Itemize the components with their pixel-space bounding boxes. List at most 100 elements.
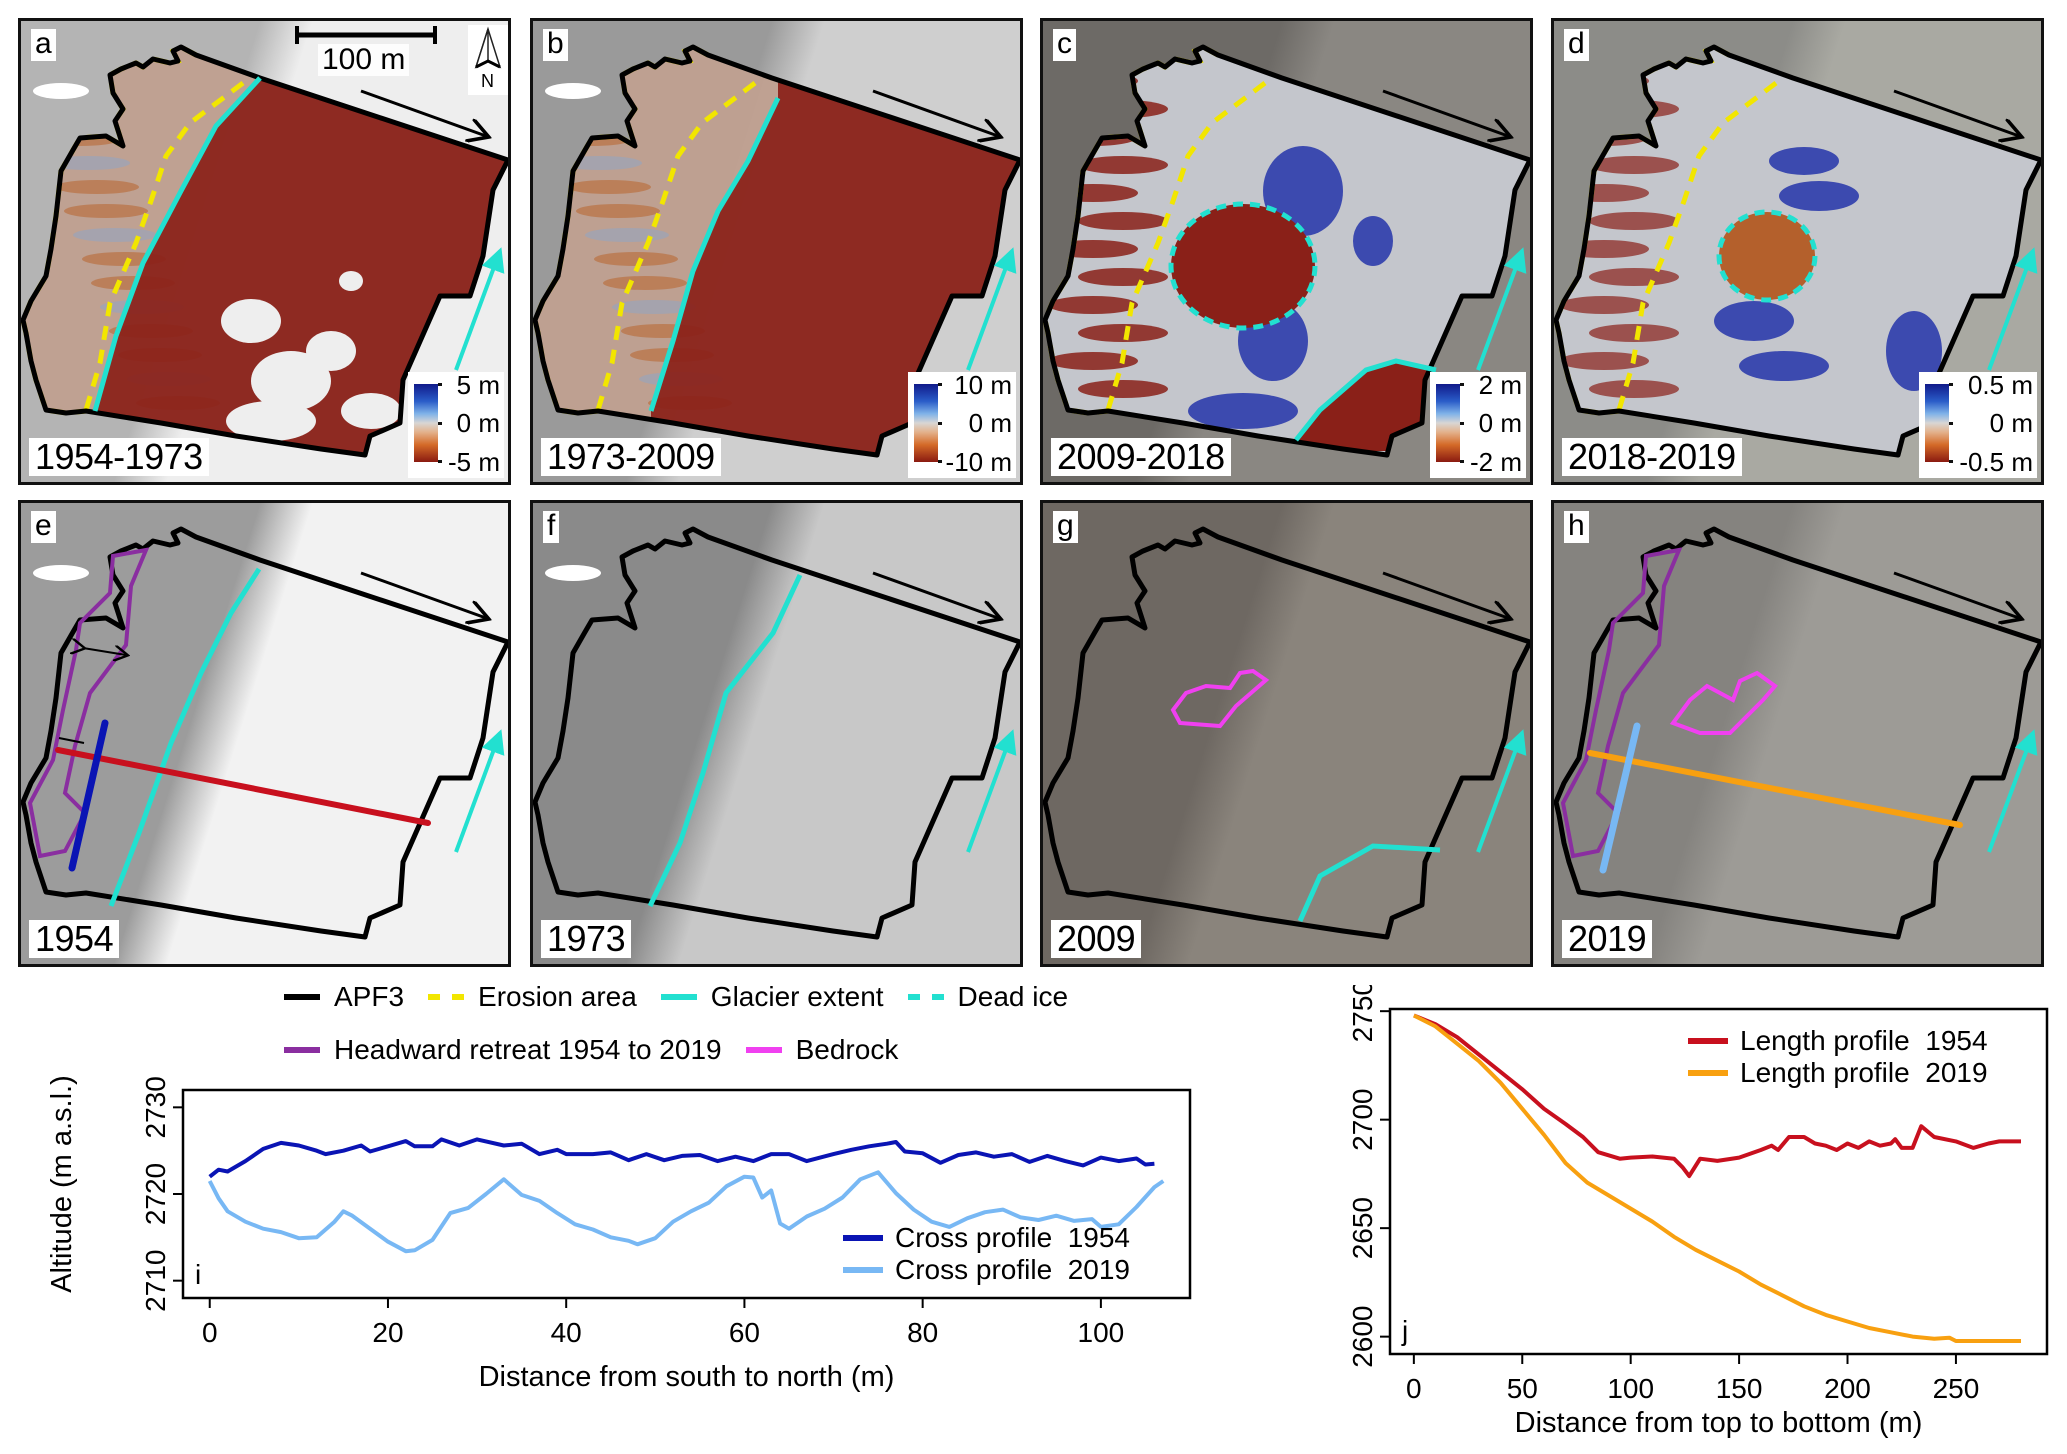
colorbar-max-label: 5 m [456,370,500,400]
glacier-extent-line [648,96,781,412]
legend-label: Glacier extent [710,981,884,1012]
flow-direction-arrow-icon [872,89,998,136]
dod-stripe [585,228,669,242]
dod-stripe [567,180,651,194]
panel-label: e [31,511,56,543]
map-panel-f: f 1973 [530,500,1023,967]
dod-loss-stripe [1078,268,1168,286]
apf3-outline [533,526,1020,940]
legend-label: Erosion area [478,981,637,1012]
colorbar-min-label: -2 m [1470,447,1522,477]
no-data-patch [221,299,281,343]
map-panel-g: g 2009 [1040,500,1533,967]
dod-loss-stripe [1589,212,1679,230]
length-profile-line [55,747,431,826]
y-tick-label: 2720 [140,1163,171,1225]
map-panel-c: c 2009-2018 2 m 0 m -2 m [1040,18,1533,485]
dod-loss-stripe [1589,324,1679,342]
dod-gain-patch [1263,146,1343,236]
legend-swatch [428,994,465,1000]
x-tick-label: 50 [1507,1373,1538,1404]
series-line-2 [207,1170,1165,1254]
plot-frame [1388,1007,2049,1356]
map-image [533,503,1020,964]
colorbar: 10 m 0 m -10 m [908,372,1016,478]
period-label: 1954 [29,920,120,958]
colorbar-tick [438,383,442,386]
x-tick-label: 20 [372,1317,403,1348]
legend-label: Bedrock [795,1034,899,1065]
y-tick-label: 2700 [1347,1089,1378,1151]
panel-label: f [543,511,560,543]
y-tick-label: 2710 [140,1250,171,1312]
erosion-area-inner-boundary [1616,81,1778,411]
y-tick-label: 2750 [1347,985,1378,1042]
colorbar-max-label: 10 m [954,370,1012,400]
legend-swatch [284,994,320,1000]
period-label: 2018-2019 [1562,438,1742,476]
snow-patch [33,565,89,581]
flow-direction-arrow-icon [872,571,998,618]
colorbar-tick [1460,422,1464,425]
dod-gain-patch [1353,216,1393,266]
y-axis-label: Altitude (m a.s.l.) [46,1075,78,1293]
colorbar: 0.5 m 0 m -0.5 m [1919,372,2037,478]
series-line-1 [1413,1013,2021,1179]
dead-ice-loss-fill [1719,212,1815,300]
colorbar-mid-label: 0 m [456,408,500,438]
series-line-2 [1412,1013,2021,1343]
glacier-extent-line [1294,358,1437,442]
colorbar-mid-label: 0 m [1989,408,2033,438]
glacier-extent-line [1297,843,1441,923]
legend-item: APF3 [284,982,404,1012]
erosion-area-inner-boundary [1105,81,1267,411]
x-tick-label: 250 [1933,1373,1980,1404]
dod-stripe [612,300,696,314]
glacier-flow-arrow-icon [966,247,1017,371]
dem-difference-overlay [1556,47,2041,455]
apf3-outline [1043,526,1530,940]
x-tick-label: 60 [729,1317,760,1348]
panel-label: c [1053,29,1076,61]
snow-patch [545,83,601,99]
dod-stripe [594,252,678,266]
scale-bar [295,26,437,44]
colorbar-max-label: 2 m [1478,370,1522,400]
map-image [1043,21,1530,482]
no-data-patch [251,351,331,411]
flow-direction-arrow-icon [360,89,486,136]
dod-gain-patch [1769,147,1839,175]
legend-label: Dead ice [957,981,1069,1012]
legend-swatch [660,994,697,1000]
legend-label: Cross profile 2019 [895,1254,1130,1285]
north-arrow-icon [468,25,508,95]
colorbar-tick [438,460,442,463]
dod-gain-patch [1886,311,1942,391]
flow-direction-arrow-icon [1893,571,2019,618]
headward-retreat-outline [27,547,150,859]
map-image [533,21,1020,482]
north-label: N [481,71,494,91]
legend-label: Length profile 2019 [1740,1057,1988,1088]
snow-patch [33,83,89,99]
legend-swatch [745,1047,782,1053]
legend-label: Cross profile 1954 [895,1222,1130,1253]
dod-loss-stripe [1589,268,1679,286]
legend-swatch [284,1047,320,1053]
x-tick-label: 150 [1716,1373,1763,1404]
colorbar-gradient [414,384,438,462]
cross-profile-line [68,719,109,872]
period-label: 2009-2018 [1051,438,1231,476]
glacier-extent-line [108,567,262,907]
x-tick-label: 40 [551,1317,582,1348]
colorbar-mid-label: 0 m [968,408,1012,438]
colorbar: 2 m 0 m -2 m [1430,372,1526,478]
dod-loss-stripe [1048,352,1138,370]
dod-gain-patch [1188,393,1298,429]
map-panel-e: e 1954 [18,500,511,967]
dod-loss-stripe [1078,212,1168,230]
colorbar-tick [438,422,442,425]
x-tick-label: 0 [1406,1373,1422,1404]
bedrock-outline [1669,670,1778,735]
erosion-area-inner-boundary [595,81,757,411]
